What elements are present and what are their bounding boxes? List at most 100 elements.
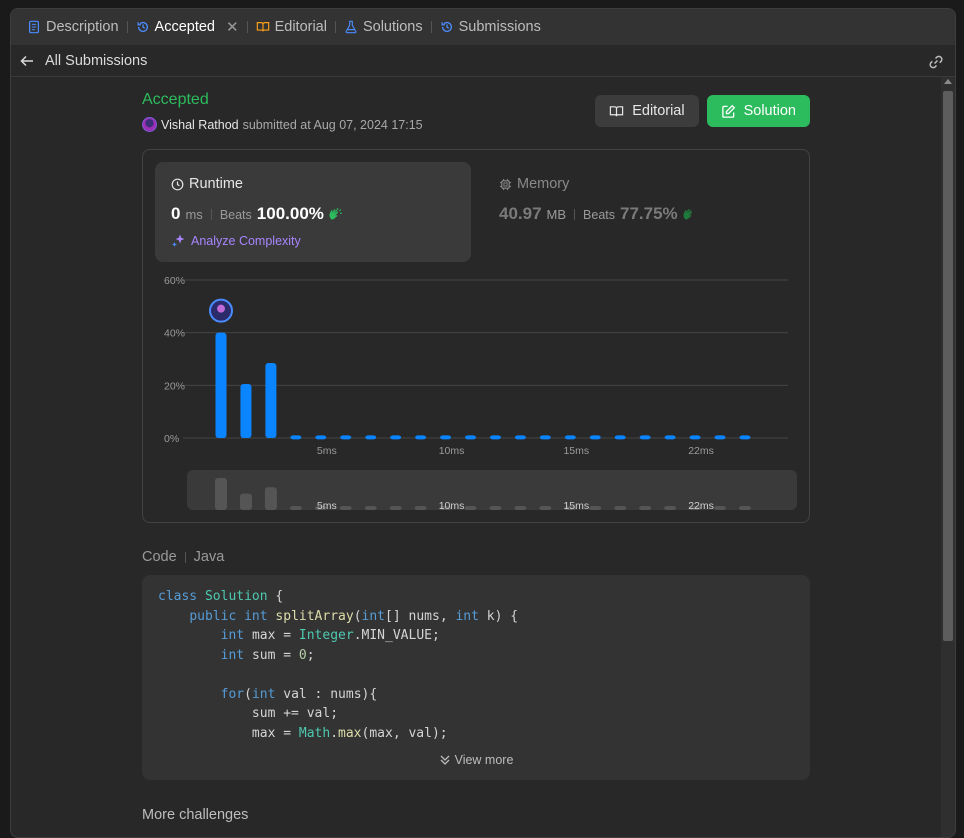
close-icon[interactable]: ✕ [226, 19, 239, 36]
scrollbar-thumb[interactable] [943, 91, 953, 641]
overview-bar [639, 506, 652, 510]
chip-icon [499, 178, 512, 190]
memory-stat: 40.97 MB Beats 77.75% [499, 204, 791, 224]
beats-label: Beats [219, 208, 252, 222]
tab-accepted[interactable]: Accepted ✕ [132, 18, 243, 36]
tab-editorial[interactable]: Editorial [252, 19, 331, 35]
submission-status: Accepted [142, 91, 209, 108]
overview-bar [664, 506, 677, 510]
solution-button[interactable]: Solution [706, 95, 810, 127]
overview-bar [314, 506, 327, 510]
tab-label: Submissions [458, 19, 541, 35]
tab-description[interactable]: Description [23, 19, 123, 35]
runtime-value: 0 [171, 204, 181, 223]
submission-panel: Description Accepted ✕ Editorial Solutio… [10, 8, 956, 838]
runtime-beats: 100.00% [256, 204, 324, 223]
tab-divider [334, 21, 336, 33]
scroll-up-arrow[interactable] [944, 79, 952, 84]
runtime-stat: 0 ms Beats 100.00% [171, 204, 455, 224]
overview-bar [239, 493, 252, 510]
tab-solutions[interactable]: Solutions [340, 19, 427, 35]
tab-divider [246, 21, 248, 33]
chart-bar [564, 435, 576, 440]
editorial-button-label: Editorial [632, 103, 685, 119]
chart-bar [240, 384, 252, 438]
overview-bar [464, 506, 477, 510]
submissions-header: All Submissions [11, 45, 955, 77]
clapping-hands-icon [683, 209, 692, 220]
runtime-distribution-chart[interactable]: 60% 40% 20% 0% 5ms 10ms 15ms 22ms 5ms 10ms 15ms 22m… [143, 270, 811, 520]
tab-divider [126, 21, 128, 33]
tab-divider [430, 21, 432, 33]
y-tick-label: 60% [164, 275, 185, 287]
runtime-unit: ms [185, 207, 203, 222]
memory-card[interactable]: Memory 40.97 MB Beats 77.75% [487, 162, 803, 262]
chart-bar [739, 435, 751, 440]
book-icon [610, 105, 624, 116]
overview-tick-label: 15ms [563, 500, 589, 512]
overview-bar [215, 478, 227, 510]
x-tick-label: 15ms [563, 445, 589, 457]
analyze-complexity-link[interactable]: Analyze Complexity [171, 233, 455, 248]
link-icon[interactable] [927, 53, 945, 71]
beats-label: Beats [583, 208, 616, 222]
avatar[interactable] [142, 117, 157, 132]
view-more-button[interactable]: View more [142, 751, 810, 771]
editorial-button[interactable]: Editorial [595, 95, 699, 127]
overview-bar [414, 506, 427, 510]
overview-bar [539, 506, 552, 510]
chart-bar [714, 435, 726, 440]
arrow-left-icon[interactable] [19, 53, 35, 69]
chart-bar [539, 435, 551, 440]
clock-icon [171, 178, 184, 190]
flask-icon [345, 20, 357, 34]
tab-label: Description [46, 19, 119, 35]
analyze-complexity-label: Analyze Complexity [191, 233, 301, 248]
code-line: max = Math.max(max, val); [251, 725, 448, 741]
overview-bar [514, 506, 527, 510]
overview-bar [264, 487, 277, 510]
tab-submissions[interactable]: Submissions [436, 19, 545, 35]
scrollbar[interactable] [941, 77, 955, 837]
double-chevron-down-icon [440, 755, 450, 766]
submission-detail: Accepted Vishal Rathod submitted at Aug … [142, 91, 810, 823]
memory-title: Memory [499, 176, 791, 192]
tab-label: Accepted [154, 19, 215, 35]
overview-bar [389, 506, 402, 510]
memory-beats: 77.75% [620, 204, 678, 223]
y-tick-label: 40% [164, 328, 185, 340]
overview-bar [589, 506, 602, 510]
overview-tick-label: 10ms [439, 500, 465, 512]
y-tick-label: 0% [164, 433, 179, 445]
code-line: public int splitArray(int[] nums, int k)… [189, 608, 519, 624]
sparkles-icon [172, 234, 185, 247]
description-icon [29, 20, 39, 34]
code-label: Code [142, 549, 177, 565]
chart-overview-strip [187, 470, 797, 510]
overview-bar [339, 506, 352, 510]
tab-bar: Description Accepted ✕ Editorial Solutio… [11, 9, 955, 45]
username[interactable]: Vishal Rathod [161, 117, 239, 132]
chart-bar [265, 362, 277, 438]
chart-bar [215, 332, 227, 438]
divider [574, 208, 576, 220]
code-line: sum += val; [251, 706, 339, 721]
submission-meta: Vishal Rathod submitted at Aug 07, 2024 … [142, 117, 810, 132]
runtime-card[interactable]: Runtime 0 ms Beats 100.00% Analyze Compl… [155, 162, 471, 262]
chart-bar [390, 435, 402, 440]
chart-bar [689, 435, 701, 440]
y-tick-label: 20% [164, 380, 185, 392]
more-challenges-heading: More challenges [142, 807, 249, 823]
code-line: int sum = 0; [220, 647, 315, 663]
submitted-time: submitted at Aug 07, 2024 17:15 [242, 117, 423, 132]
code-line [158, 665, 794, 685]
chart-bar [489, 435, 501, 440]
chart-bar [315, 435, 327, 440]
runtime-title-text: Runtime [189, 176, 243, 192]
code-block[interactable]: class Solution { public int splitArray(i… [142, 575, 810, 780]
all-submissions-link[interactable]: All Submissions [45, 52, 148, 69]
chart-bar [340, 435, 352, 440]
clapping-hands-icon [329, 207, 343, 220]
history-icon [441, 21, 452, 32]
action-buttons: Editorial Solution [595, 95, 810, 127]
